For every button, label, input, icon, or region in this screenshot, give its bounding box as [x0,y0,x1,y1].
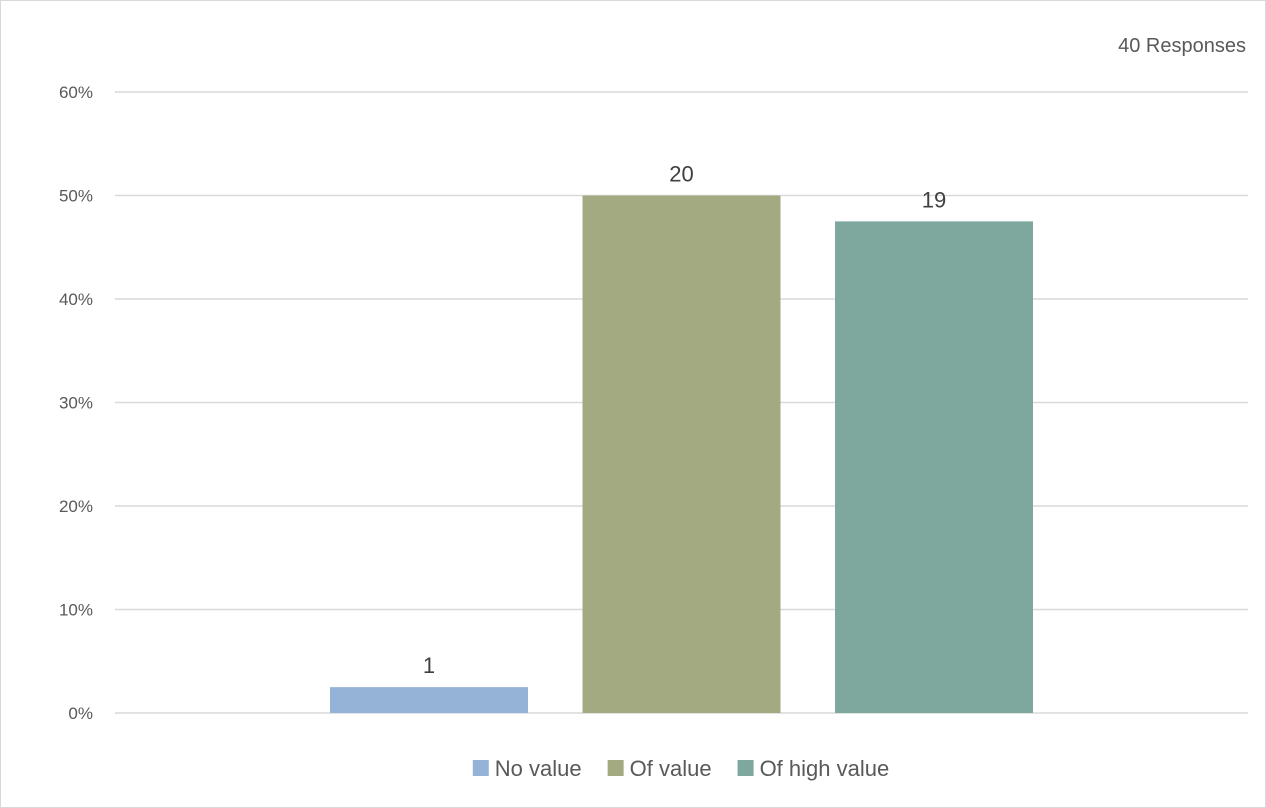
data-label: 20 [669,162,693,187]
legend-swatch [607,760,624,776]
y-tick-label: 0% [68,704,93,723]
y-tick-label: 50% [59,187,93,206]
data-label: 1 [423,653,435,678]
bar-of-value [582,195,781,713]
legend-swatch [472,760,489,776]
bars [330,195,1033,713]
y-tick-label: 60% [59,83,93,102]
y-tick-label: 20% [59,497,93,516]
responses-annotation: 40 Responses [1118,35,1246,57]
y-axis-tick-labels: 0% 10% 20% 30% 40% 50% 60% [59,83,93,723]
legend: No value Of value Of high value [472,756,890,781]
legend-label: Of high value [760,756,890,781]
legend-swatch [737,760,754,776]
bar-of-high-value [835,221,1033,713]
legend-label: No value [495,756,582,781]
y-tick-label: 30% [59,394,93,413]
data-label: 19 [922,187,946,212]
legend-label: Of value [630,756,712,781]
y-tick-label: 10% [59,601,93,620]
data-labels: 1 20 19 [423,162,946,679]
bar-no-value [330,687,528,713]
y-tick-label: 40% [59,290,93,309]
